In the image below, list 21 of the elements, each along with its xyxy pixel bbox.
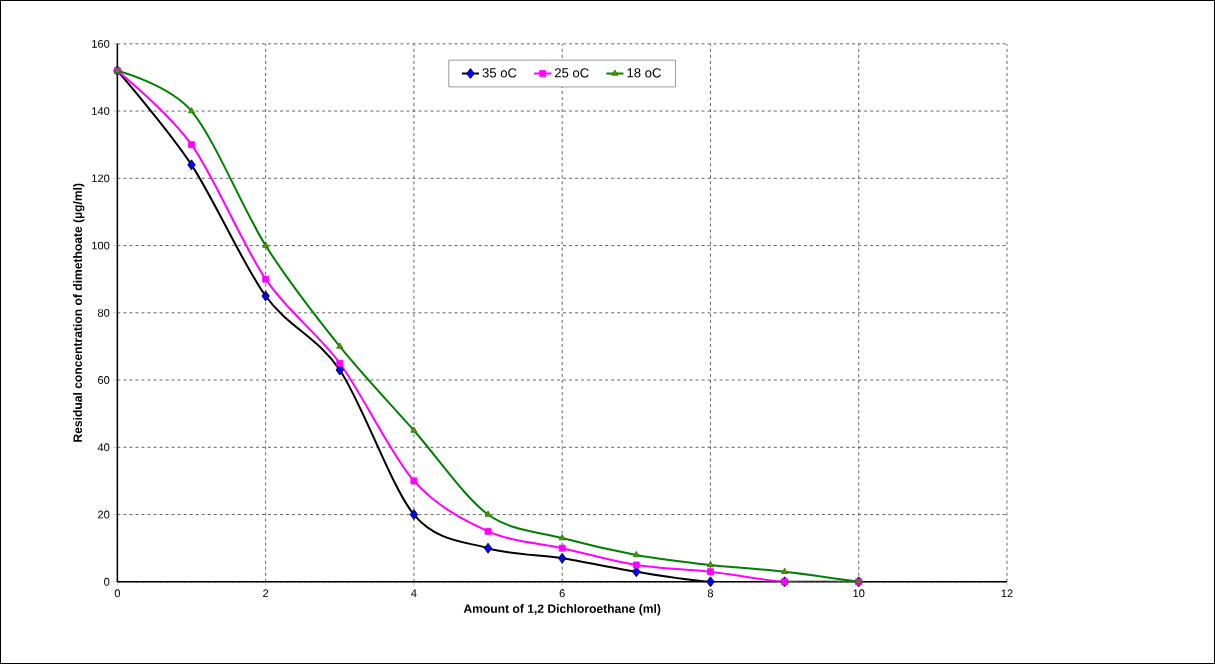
legend-label: 18 oC [627,68,661,78]
y-tick-label: 140 [92,107,110,116]
y-tick-label: 100 [92,241,110,250]
y-tick-label: 60 [98,376,110,385]
x-tick-label: 6 [559,589,565,598]
x-tick-label: 8 [707,589,714,598]
legend-label: 25 oC [554,68,589,78]
legend-label: 35 oC [482,68,517,78]
y-tick-label: 20 [98,510,110,519]
x-tick-label: 2 [263,589,269,598]
y-tick-label: 40 [97,443,110,452]
y-tick-label: 120 [92,174,110,183]
x-tick-label: 0 [114,589,121,598]
x-tick-label: 10 [853,589,865,598]
x-tick-label: 4 [411,589,417,598]
y-tick-label: 160 [92,39,110,48]
y-tick-label: 80 [97,308,110,317]
y-axis-title: Residual concentration of dimethoate (µg/ml) [73,183,85,442]
y-tick-label: 0 [104,577,110,586]
x-tick-label: 12 [1001,589,1013,598]
x-axis-title: Amount of 1,2 Dichloroethane (ml) [463,604,661,616]
